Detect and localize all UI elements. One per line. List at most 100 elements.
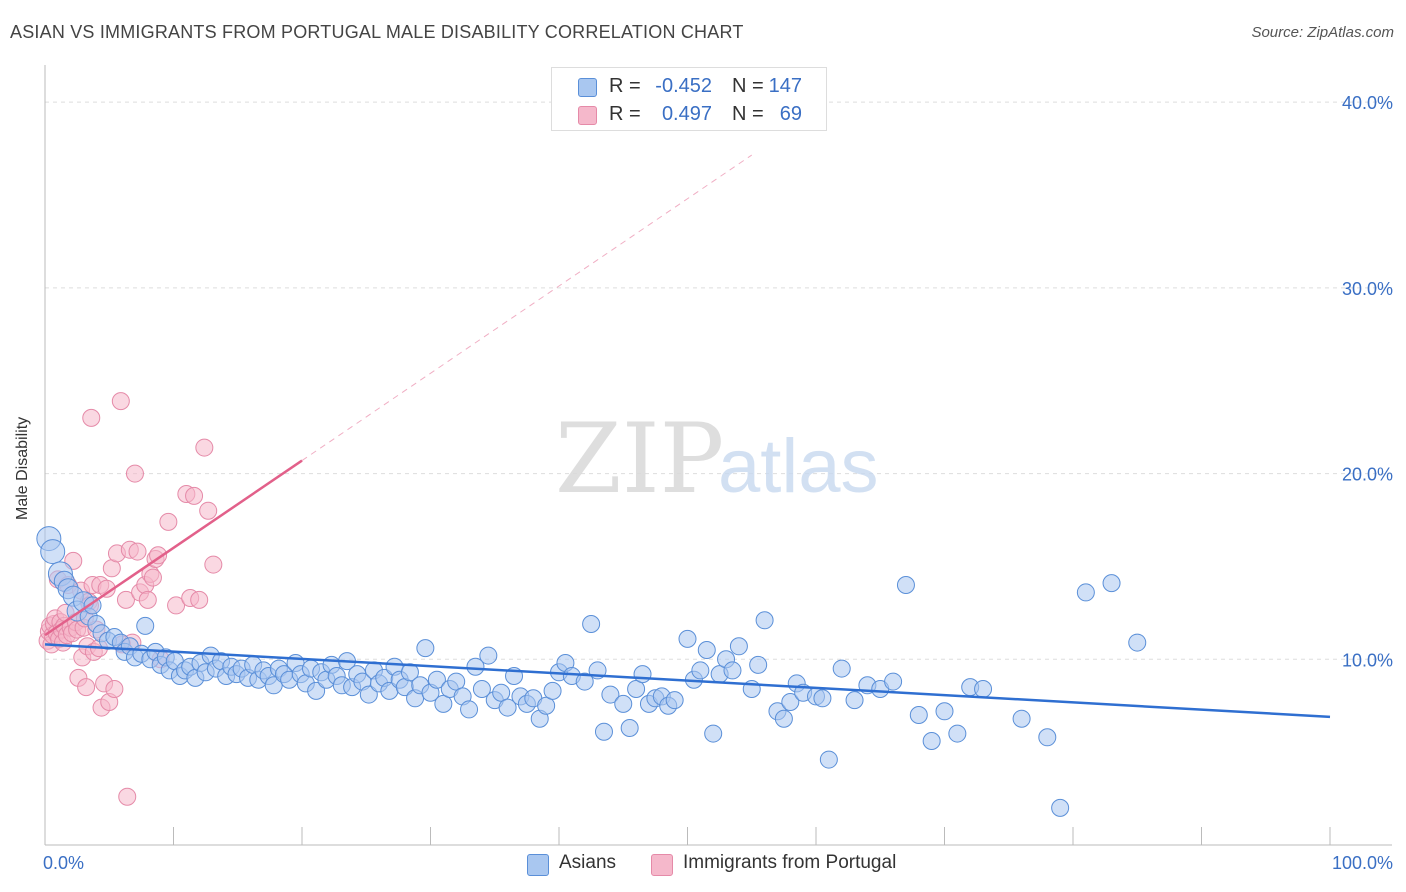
r-value: -0.452 <box>655 75 712 97</box>
asian-point <box>427 670 446 689</box>
asian-point <box>416 639 435 658</box>
portugal-point <box>125 464 144 483</box>
r-label: R = <box>609 103 641 125</box>
asian-point <box>749 655 768 674</box>
tick-labels: 10.0% 20.0% 30.0% 40.0% 0.0% 100.0% <box>43 93 1393 873</box>
asian-point <box>460 700 479 719</box>
asian-point <box>359 685 378 704</box>
portugal-point <box>105 680 124 698</box>
asian-point <box>498 698 517 717</box>
asian-swatch <box>578 78 597 97</box>
r-label: R = <box>609 75 641 97</box>
y-tick-label: 40.0% <box>1342 93 1393 113</box>
portugal-point <box>143 568 162 587</box>
portugal-point <box>116 590 135 609</box>
portugal-point <box>167 596 186 615</box>
asian-point <box>136 616 155 635</box>
asian-point <box>472 680 491 698</box>
n-value: 147 <box>768 75 802 97</box>
portugal-point <box>118 787 137 806</box>
asian-point <box>704 724 723 743</box>
asian-point <box>1038 728 1057 747</box>
portugal-point <box>82 408 101 427</box>
asian-point <box>935 702 954 721</box>
asian-point <box>434 694 453 713</box>
asian-point <box>1051 798 1070 817</box>
asian-point <box>307 681 326 700</box>
asian-point <box>1076 583 1095 602</box>
x-tick-label: 0.0% <box>43 853 84 873</box>
asian-point <box>896 576 915 594</box>
portugal-point <box>128 542 147 561</box>
asian-point <box>1102 574 1121 593</box>
asian-point <box>922 732 941 750</box>
y-tick-label: 30.0% <box>1342 279 1393 299</box>
asian-point <box>492 683 511 702</box>
asian-point <box>447 672 466 691</box>
r-value: 0.497 <box>661 103 712 125</box>
portugal-point <box>111 392 130 411</box>
chart-title: ASIAN VS IMMIGRANTS FROM PORTUGAL MALE D… <box>10 22 744 42</box>
watermark: ZIP atlas <box>555 403 879 515</box>
asian-point <box>40 539 66 565</box>
asian-point <box>582 615 601 633</box>
portugal-point <box>185 486 204 505</box>
grid-lines <box>45 101 1392 660</box>
stats-row-portugal: R = 0.497 N = 69 <box>552 101 826 127</box>
portugal-point <box>199 501 218 520</box>
portugal-point <box>138 590 157 609</box>
asian-point <box>729 637 748 656</box>
axes <box>44 65 1392 846</box>
asian-point <box>627 680 646 698</box>
asian-point <box>537 696 556 715</box>
y-tick-label: 10.0% <box>1342 650 1393 670</box>
portugal-point <box>149 546 168 565</box>
asian-point <box>697 641 716 659</box>
trend-lines <box>44 459 1331 719</box>
asian-point <box>781 693 800 711</box>
portugal-trend-extension <box>301 154 753 461</box>
asian-point <box>575 672 594 691</box>
asian-point <box>832 659 851 678</box>
asian-point <box>594 722 613 741</box>
stats-box: R = -0.452 N = 147 R = 0.497 N = 69 <box>551 67 827 131</box>
asian-point <box>755 611 774 630</box>
asian-point <box>466 657 485 676</box>
asian-point <box>774 709 793 728</box>
portugal-point <box>159 512 178 531</box>
watermark-atlas: atlas <box>718 424 879 509</box>
asian-point <box>813 689 832 708</box>
n-label: N = <box>732 75 764 97</box>
asian-point <box>479 646 498 665</box>
portugal-point <box>190 590 209 609</box>
asian-point <box>620 719 639 737</box>
asian-point <box>665 691 684 710</box>
asian-point <box>633 665 652 684</box>
asian-point <box>614 694 633 713</box>
asian-point <box>543 681 562 700</box>
legend-swatch-portugal <box>651 854 673 876</box>
asian-point <box>884 672 903 691</box>
n-value: 69 <box>779 103 802 125</box>
x-tick-label: 100.0% <box>1332 853 1393 873</box>
asian-point <box>845 691 864 710</box>
n-label: N = <box>732 103 764 125</box>
portugal-point <box>77 678 96 697</box>
y-tick-label: 20.0% <box>1342 465 1393 485</box>
asian-point <box>1012 709 1031 728</box>
portugal-swatch <box>578 106 597 125</box>
source-label: Source: ZipAtlas.com <box>1251 24 1394 41</box>
asian-point <box>723 661 742 680</box>
asian-point <box>678 629 697 648</box>
asian-point <box>819 750 838 769</box>
asian-point <box>974 680 993 698</box>
asian-point <box>1128 633 1147 652</box>
portugal-point <box>195 438 214 457</box>
watermark-zip: ZIP <box>555 403 724 515</box>
asian-trend-line <box>44 643 1331 719</box>
legend-label-asians: Asians <box>559 852 617 873</box>
asian-points <box>36 526 1147 817</box>
legend-label-portugal: Immigrants from Portugal <box>683 852 897 873</box>
asian-point <box>691 661 710 680</box>
